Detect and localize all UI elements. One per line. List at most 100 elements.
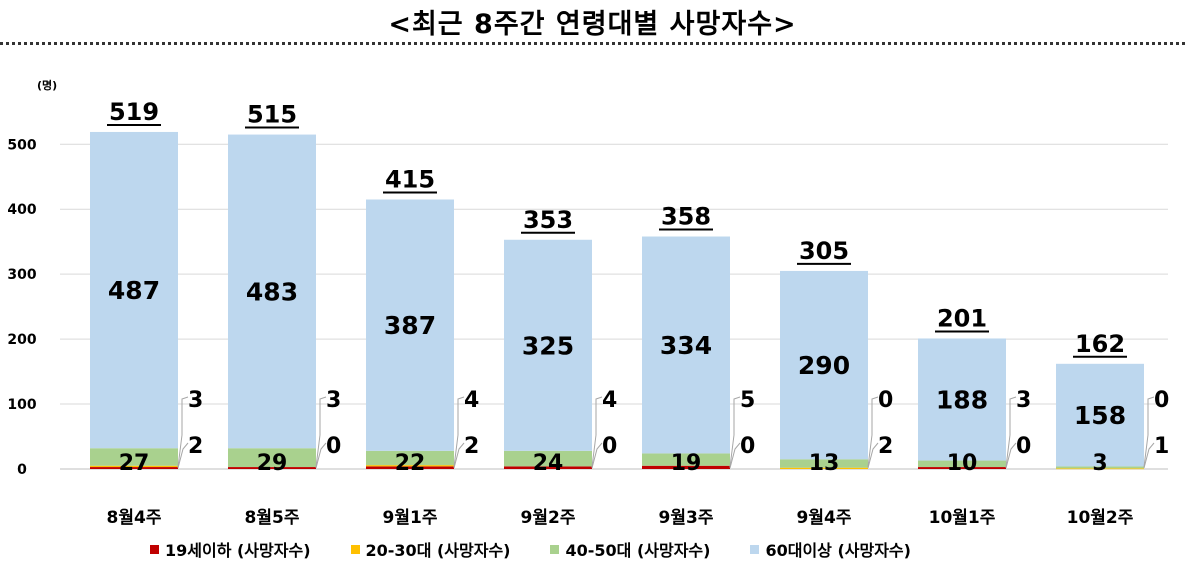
bar-segment [366, 450, 454, 466]
bar-segment [1056, 466, 1144, 469]
data-label-19-under: 4 [602, 388, 617, 413]
leader-line-19-under [453, 396, 465, 468]
leader-line-20-30 [591, 442, 603, 469]
data-label-40-50: 10 [947, 451, 978, 476]
x-category-label: 10월2주 [1067, 508, 1134, 528]
data-label-60-over: 483 [246, 277, 298, 306]
leader-line-20-30 [729, 442, 741, 469]
leader-line-19-under [591, 396, 603, 468]
data-label-19-under: 4 [464, 388, 479, 413]
legend-label-19-under: 19세이하 (사망자수) [165, 541, 311, 560]
bar-segment [504, 239, 592, 451]
bar-segment [642, 465, 730, 469]
total-label: 515 [247, 101, 297, 129]
leader-line-20-30 [867, 442, 879, 469]
leader-line-20-30 [177, 442, 189, 469]
data-label-20-30: 0 [740, 434, 755, 459]
leader-line-20-30 [315, 442, 327, 469]
y-tick-label: 200 [7, 332, 36, 348]
leader-line-20-30 [453, 442, 465, 469]
total-label: 353 [523, 206, 573, 234]
data-label-19-under: 3 [188, 388, 203, 413]
bar-segment [366, 199, 454, 451]
data-label-19-under: 3 [326, 388, 341, 413]
leader-line-20-30 [1143, 442, 1155, 469]
data-label-19-under: 0 [878, 388, 893, 413]
y-axis-unit: (명) [37, 78, 57, 92]
data-label-40-50: 27 [119, 451, 150, 476]
bar-segment [642, 453, 730, 466]
total-label: 415 [385, 165, 435, 193]
total-label: 358 [661, 203, 711, 231]
legend-item-19-under: 19세이하 (사망자수) [150, 537, 311, 561]
legend-label-20-30: 20-30대 (사망자수) [365, 541, 511, 560]
data-label-40-50: 29 [257, 451, 288, 476]
data-label-20-30: 2 [188, 434, 203, 459]
legend-swatch-60-over [750, 544, 760, 554]
legend-swatch-19-under [150, 544, 159, 554]
data-label-20-30: 0 [326, 434, 341, 459]
x-category-label: 9월4주 [797, 508, 852, 528]
total-label: 162 [1075, 330, 1125, 358]
leader-line-19-under [177, 396, 189, 468]
data-label-60-over: 487 [108, 276, 160, 305]
data-label-19-under: 0 [1154, 388, 1169, 413]
bar-segment [780, 467, 868, 469]
bar-segment [366, 465, 454, 467]
bar-segment [780, 270, 868, 460]
data-label-40-50: 13 [809, 451, 840, 476]
x-category-label: 10월1주 [929, 508, 996, 528]
bar-segment [504, 466, 592, 469]
legend-swatch-20-30 [350, 544, 360, 554]
bar-segment [90, 465, 178, 468]
data-label-60-over: 334 [660, 331, 712, 360]
bar-segment [228, 134, 316, 449]
data-label-40-50: 22 [395, 451, 426, 476]
data-label-20-30: 2 [878, 434, 893, 459]
leader-line-19-under [315, 396, 327, 468]
leader-line-19-under [1005, 396, 1017, 468]
bar-segment [780, 459, 868, 468]
leader-line-19-under [1143, 396, 1155, 468]
data-label-60-over: 387 [384, 311, 436, 340]
y-tick-label: 500 [7, 137, 36, 153]
data-label-20-30: 0 [1016, 434, 1031, 459]
bar-segment [918, 460, 1006, 468]
x-category-label: 9월2주 [521, 508, 576, 528]
y-tick-label: 300 [7, 267, 36, 283]
legend: 19세이하 (사망자수) 20-30대 (사망자수) 40-50대 (사망자수)… [150, 536, 1150, 562]
total-label: 519 [109, 98, 159, 126]
x-category-label: 8월5주 [245, 508, 300, 528]
data-label-60-over: 188 [936, 386, 988, 415]
y-tick-label: 100 [7, 397, 36, 413]
bar-segment [642, 236, 730, 454]
legend-item-20-30: 20-30대 (사망자수) [350, 537, 511, 561]
legend-item-60-over: 60대이상 (사망자수) [750, 537, 911, 561]
data-label-19-under: 3 [1016, 388, 1031, 413]
bar-segment [918, 338, 1006, 461]
leader-line-19-under [867, 396, 879, 468]
data-label-60-over: 325 [522, 331, 574, 360]
x-category-label: 9월1주 [383, 508, 438, 528]
total-label: 201 [937, 304, 987, 332]
data-label-60-over: 290 [798, 351, 850, 380]
leader-line-19-under [729, 396, 741, 468]
x-category-label: 9월3주 [659, 508, 714, 528]
title-divider [0, 42, 1185, 45]
data-label-20-30: 1 [1154, 434, 1169, 459]
data-label-20-30: 0 [602, 434, 617, 459]
data-label-60-over: 158 [1074, 401, 1126, 430]
legend-label-40-50: 40-50대 (사망자수) [565, 541, 711, 560]
stacked-bar-chart: (명)010020030040050051948727328월4주5154832… [7, 78, 1169, 528]
leader-line-20-30 [1005, 442, 1017, 469]
bar-segment [366, 466, 454, 469]
bar-segment [1056, 468, 1144, 470]
data-label-40-50: 19 [671, 451, 702, 476]
bar-segment [1056, 363, 1144, 467]
bar-segment [90, 448, 178, 466]
y-tick-label: 400 [7, 202, 36, 218]
data-label-20-30: 2 [464, 434, 479, 459]
chart-title: <최근 8주간 연령대별 사망자수> [388, 9, 797, 40]
data-label-40-50: 3 [1092, 451, 1107, 476]
bar-segment [228, 467, 316, 469]
